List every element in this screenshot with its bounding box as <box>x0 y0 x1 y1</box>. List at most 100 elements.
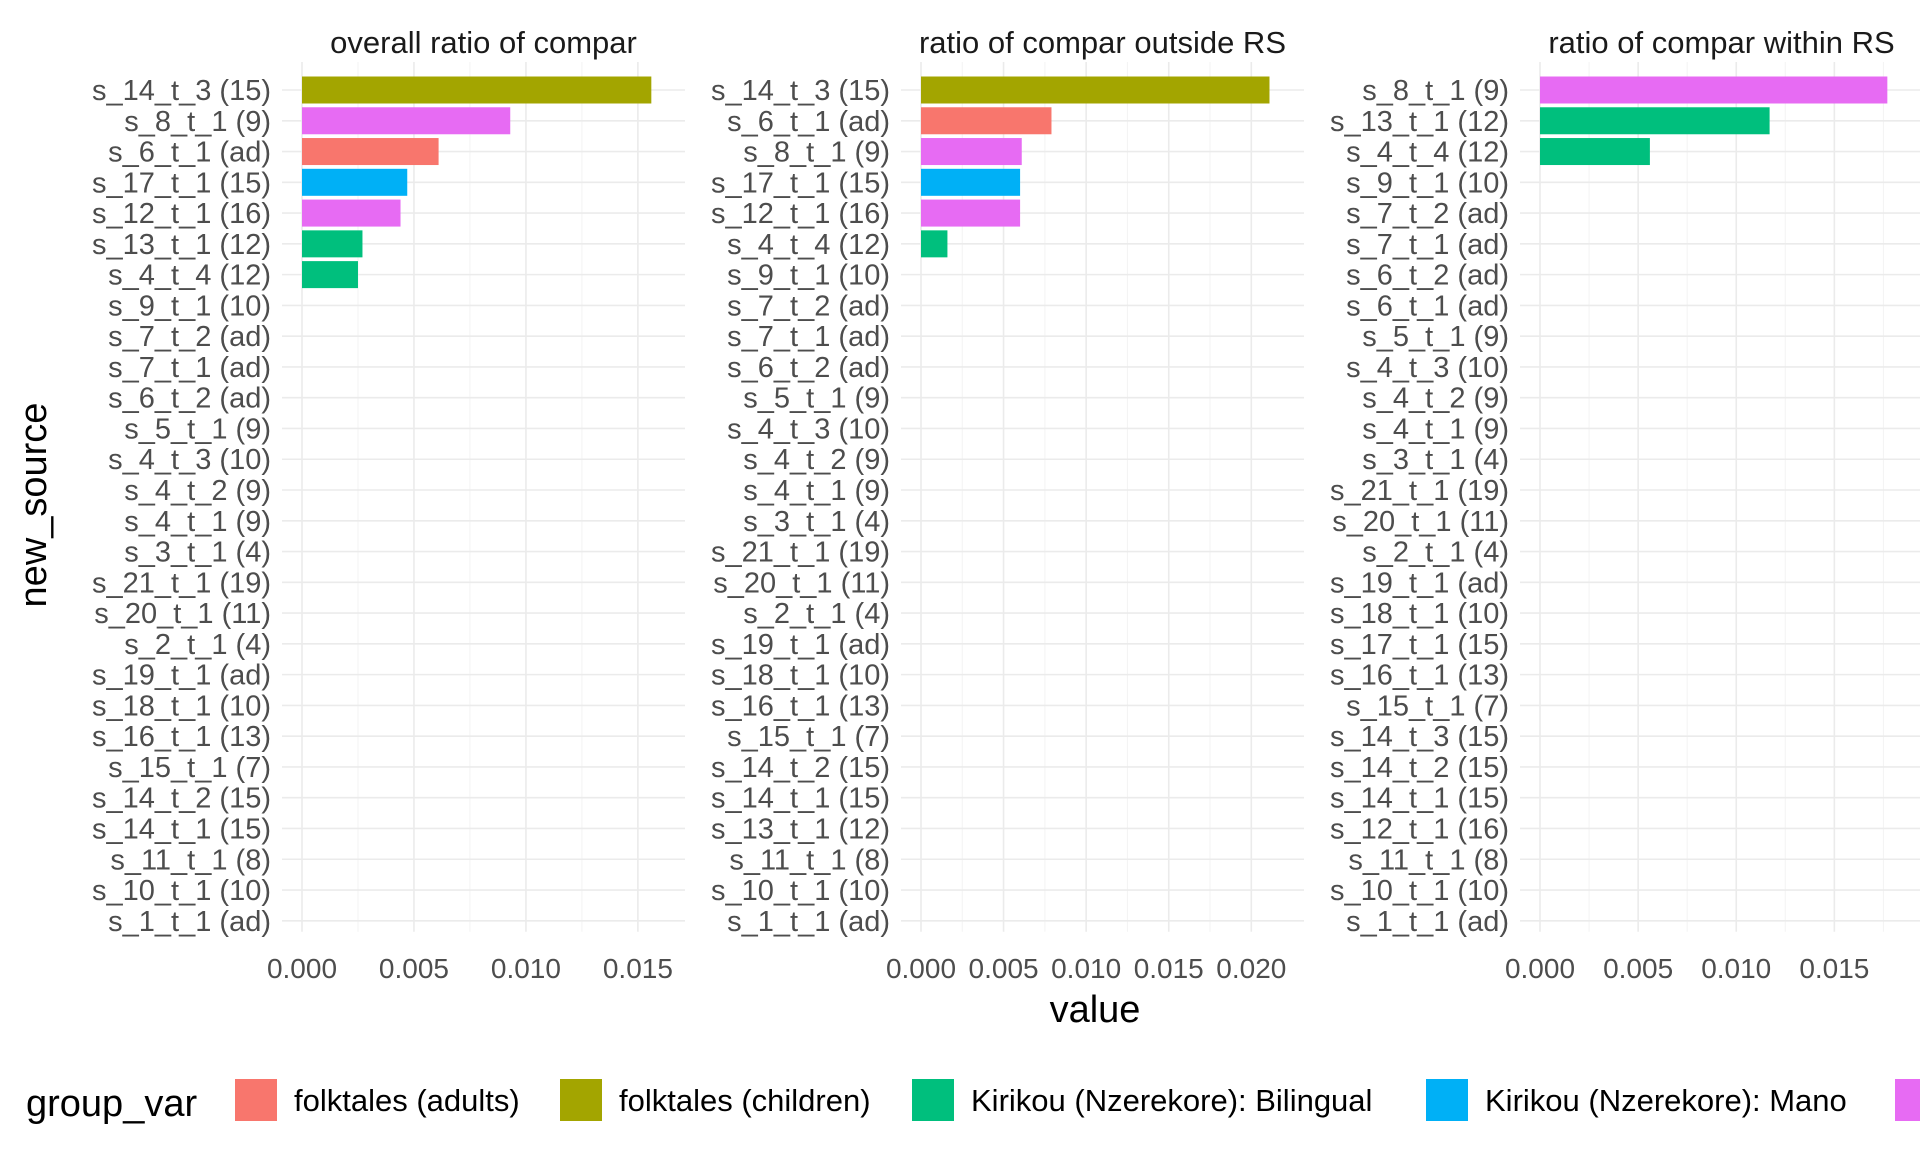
bar <box>921 76 1270 104</box>
x-tick-label: 0.000 <box>267 953 337 984</box>
y-tick-label: s_7_t_1 (ad) <box>108 352 271 384</box>
y-tick-label: s_20_t_1 (11) <box>94 598 271 630</box>
y-tick-label: s_4_t_1 (9) <box>743 475 890 507</box>
bar <box>1540 76 1888 104</box>
y-tick-label: s_13_t_1 (12) <box>1330 106 1509 138</box>
y-tick-label: s_6_t_1 (ad) <box>727 106 890 138</box>
y-tick-label: s_4_t_2 (9) <box>743 444 890 476</box>
y-tick-label: s_7_t_2 (ad) <box>1346 198 1509 230</box>
legend-label: Kirikou (Nzerekore): Bilingual <box>971 1083 1372 1118</box>
y-tick-label: s_16_t_1 (13) <box>92 721 271 753</box>
y-tick-label: s_14_t_2 (15) <box>1330 752 1509 784</box>
y-tick-label: s_1_t_1 (ad) <box>108 906 271 938</box>
y-tick-label: s_5_t_1 (9) <box>1362 321 1509 353</box>
y-tick-label: s_17_t_1 (15) <box>92 167 271 199</box>
legend-label: folktales (children) <box>619 1083 871 1118</box>
y-axis-title: new_source <box>13 403 55 608</box>
y-tick-label: s_18_t_1 (10) <box>1330 598 1509 630</box>
y-tick-label: s_13_t_1 (12) <box>92 229 271 261</box>
y-tick-label: s_11_t_1 (8) <box>1348 844 1509 876</box>
y-tick-label: s_15_t_1 (7) <box>1346 690 1509 722</box>
y-tick-label: s_6_t_1 (ad) <box>108 137 271 169</box>
y-tick-label: s_6_t_2 (ad) <box>108 383 271 415</box>
y-tick-label: s_4_t_2 (9) <box>124 475 271 507</box>
y-tick-label: s_10_t_1 (10) <box>1330 875 1509 907</box>
y-tick-label: s_4_t_1 (9) <box>124 506 271 538</box>
legend-key-4 <box>1426 1079 1468 1121</box>
y-tick-label: s_21_t_1 (19) <box>711 537 890 569</box>
x-tick-label: 0.015 <box>1799 953 1869 984</box>
y-tick-label: s_15_t_1 (7) <box>727 721 890 753</box>
y-tick-label: s_14_t_3 (15) <box>711 75 890 107</box>
legend: group_var folktales (adults) folktales (ch… <box>26 1079 1920 1125</box>
y-tick-label: s_11_t_1 (8) <box>110 844 271 876</box>
bar <box>1540 138 1650 166</box>
legend-key-3 <box>912 1079 954 1121</box>
y-tick-label: s_4_t_4 (12) <box>108 260 271 292</box>
bar <box>302 199 401 227</box>
y-tick-label: s_14_t_3 (15) <box>92 75 271 107</box>
y-tick-label: s_4_t_3 (10) <box>108 444 271 476</box>
y-tick-label: s_20_t_1 (11) <box>1332 506 1509 538</box>
y-tick-label: s_14_t_1 (15) <box>711 783 890 815</box>
legend-key-1 <box>235 1079 277 1121</box>
bar <box>302 107 511 135</box>
bar <box>921 107 1052 135</box>
bar <box>1540 107 1770 135</box>
bar <box>302 261 358 289</box>
facet-panel-2: ratio of compar outside RSs_14_t_3 (15)s… <box>711 25 1304 984</box>
legend-key-5 <box>1895 1079 1920 1121</box>
facet-panel-1: overall ratio of compar s_14_t_3 (15)s_8_… <box>92 25 685 984</box>
y-tick-label: s_10_t_1 (10) <box>711 875 890 907</box>
x-tick-label: 0.010 <box>1701 953 1771 984</box>
y-tick-label: s_4_t_1 (9) <box>1362 413 1509 445</box>
x-tick-label: 0.000 <box>1505 953 1575 984</box>
y-tick-label: s_6_t_2 (ad) <box>1346 260 1509 292</box>
panel-title: overall ratio of compar <box>330 25 637 60</box>
y-tick-label: s_8_t_1 (9) <box>1362 75 1509 107</box>
legend-label: Kirikou (Nzerekore): Mano <box>1485 1083 1847 1118</box>
panel-title: ratio of compar outside RS <box>919 25 1286 60</box>
y-tick-label: s_4_t_2 (9) <box>1362 383 1509 415</box>
y-tick-label: s_19_t_1 (ad) <box>92 660 271 692</box>
y-tick-label: s_2_t_1 (4) <box>1362 537 1509 569</box>
y-tick-label: s_18_t_1 (10) <box>711 660 890 692</box>
x-tick-label: 0.015 <box>603 953 673 984</box>
legend-label: folktales (adults) <box>294 1083 520 1118</box>
y-tick-label: s_18_t_1 (10) <box>92 690 271 722</box>
y-tick-label: s_1_t_1 (ad) <box>727 906 890 938</box>
y-tick-label: s_5_t_1 (9) <box>124 413 271 445</box>
y-tick-label: s_10_t_1 (10) <box>92 875 271 907</box>
y-tick-label: s_16_t_1 (13) <box>711 690 890 722</box>
y-tick-label: s_21_t_1 (19) <box>1330 475 1509 507</box>
x-tick-label: 0.015 <box>1134 953 1204 984</box>
y-tick-label: s_17_t_1 (15) <box>1330 629 1509 661</box>
y-tick-label: s_14_t_2 (15) <box>711 752 890 784</box>
y-tick-label: s_7_t_1 (ad) <box>1346 229 1509 261</box>
y-tick-label: s_9_t_1 (10) <box>1346 167 1509 199</box>
y-tick-label: s_7_t_2 (ad) <box>727 290 890 322</box>
y-tick-label: s_16_t_1 (13) <box>1330 660 1509 692</box>
bar <box>921 168 1021 196</box>
y-tick-label: s_13_t_1 (12) <box>711 813 890 845</box>
y-tick-label: s_7_t_1 (ad) <box>727 321 890 353</box>
y-tick-label: s_2_t_1 (4) <box>743 598 890 630</box>
y-tick-label: s_19_t_1 (ad) <box>711 629 890 661</box>
y-tick-label: s_12_t_1 (16) <box>711 198 890 230</box>
x-tick-label: 0.020 <box>1216 953 1286 984</box>
bar <box>302 168 408 196</box>
y-tick-label: s_8_t_1 (9) <box>743 137 890 169</box>
y-tick-label: s_14_t_3 (15) <box>1330 721 1509 753</box>
y-tick-label: s_4_t_4 (12) <box>727 229 890 261</box>
y-tick-label: s_3_t_1 (4) <box>743 506 890 538</box>
x-tick-label: 0.000 <box>886 953 956 984</box>
x-tick-label: 0.005 <box>1603 953 1673 984</box>
y-tick-label: s_14_t_2 (15) <box>92 783 271 815</box>
y-tick-label: s_11_t_1 (8) <box>729 844 890 876</box>
bar <box>302 138 439 166</box>
y-tick-label: s_2_t_1 (4) <box>124 629 271 661</box>
y-tick-label: s_17_t_1 (15) <box>711 167 890 199</box>
bar <box>921 199 1021 227</box>
legend-key-2 <box>560 1079 602 1121</box>
